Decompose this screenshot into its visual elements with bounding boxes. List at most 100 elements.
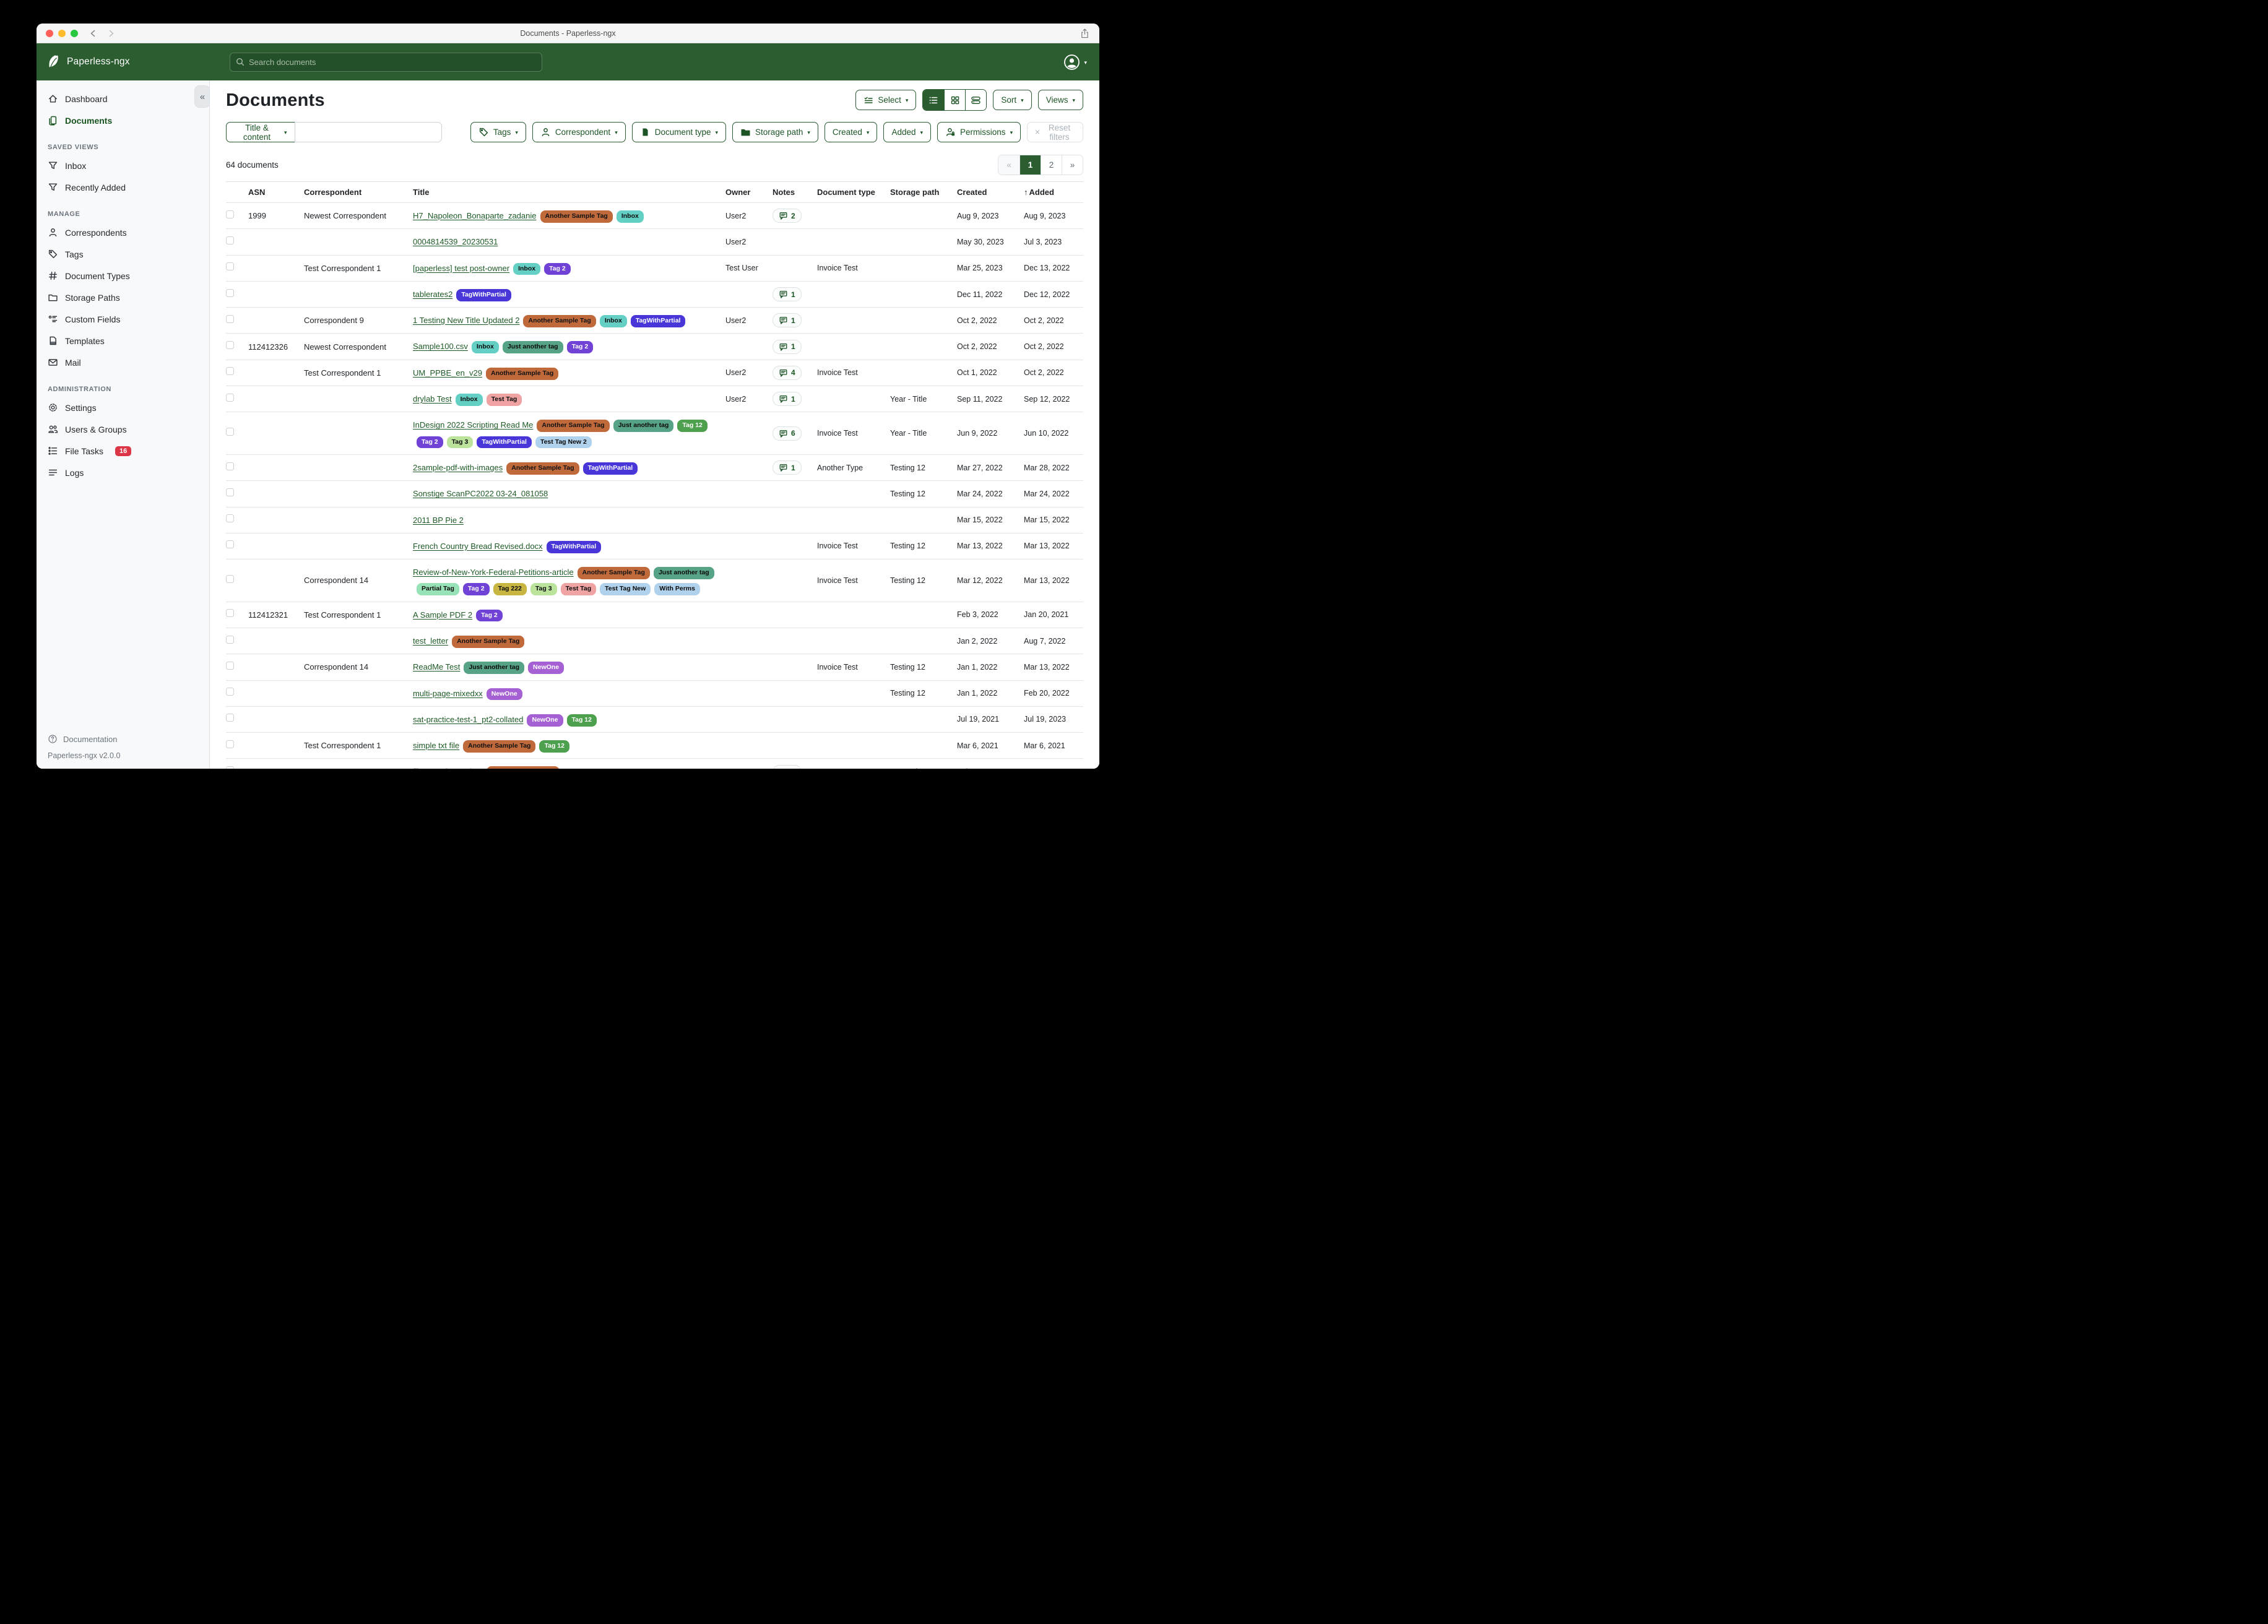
tag-chip[interactable]: Another Sample Tag [506,462,579,475]
cell-doctype[interactable]: Invoice Test [817,542,858,551]
select-button[interactable]: Select ▾ [855,90,917,110]
cell-storage[interactable]: Testing 12 [890,662,925,672]
close-window-button[interactable] [46,29,53,37]
row-checkbox[interactable] [226,341,234,350]
user-menu[interactable]: ▾ [1063,54,1099,71]
sidebar-item-documents[interactable]: Documents [37,110,209,131]
notes-badge[interactable]: 2 [773,209,802,223]
tag-chip[interactable]: Another Sample Tag [487,766,560,769]
tag-chip[interactable]: Inbox [616,210,644,223]
cell-correspondent[interactable]: Newest Correspondent [304,211,386,221]
row-checkbox[interactable] [226,288,234,297]
row-checkbox[interactable] [226,488,234,496]
document-link[interactable]: [paperless] test post-owner [413,263,510,273]
document-link[interactable]: 1 Testing New Title Updated 2 [413,316,520,326]
tag-chip[interactable]: Just another tag [464,662,525,674]
filter-created-button[interactable]: Created ▾ [824,122,878,142]
row-checkbox[interactable] [226,609,234,618]
sidebar-item-logs[interactable]: Logs [37,462,209,483]
tag-chip[interactable]: Another Sample Tag [463,740,536,753]
row-checkbox[interactable] [226,514,234,523]
document-link[interactable]: tablerates2 [413,289,453,299]
document-link[interactable]: file-sample_150kBs [413,767,483,769]
view-list-toggle[interactable] [923,90,945,110]
tag-chip[interactable]: TagWithPartial [477,436,532,449]
tag-chip[interactable]: With Perms [654,583,700,596]
row-checkbox[interactable] [226,210,234,218]
cell-doctype[interactable]: Invoice Test [817,662,858,672]
tag-chip[interactable]: Inbox [455,394,483,406]
row-checkbox[interactable] [226,540,234,549]
documentation-link[interactable]: Documentation [37,729,209,749]
tag-chip[interactable]: Tag 2 [476,609,503,622]
forward-icon[interactable] [107,29,115,38]
tag-chip[interactable]: Another Sample Tag [452,635,525,648]
tag-chip[interactable]: Tag 2 [462,583,490,596]
row-checkbox[interactable] [226,236,234,244]
document-link[interactable]: test_letter [413,636,449,646]
tag-chip[interactable]: TagWithPartial [630,315,686,327]
cell-storage[interactable]: Year - Title [890,394,927,404]
tag-chip[interactable]: Tag 2 [417,436,443,449]
notes-badge[interactable]: 5 [773,764,802,769]
col-created[interactable]: Created [957,188,987,197]
brand[interactable]: Paperless-ngx [37,54,210,69]
tag-chip[interactable]: Tag 12 [566,714,597,727]
row-checkbox[interactable] [226,635,234,644]
tag-chip[interactable]: Partial Tag [417,583,459,596]
sidebar-item-templates[interactable]: Templates [37,330,209,352]
row-checkbox[interactable] [226,766,234,769]
cell-doctype[interactable]: Invoice Test [817,429,858,438]
cell-doctype[interactable]: Invoice Test [817,368,858,378]
tag-chip[interactable]: NewOne [528,662,565,674]
sidebar-collapse-button[interactable]: « [194,85,209,108]
row-checkbox[interactable] [226,740,234,748]
cell-storage[interactable]: Testing 12 [890,489,925,498]
view-cards-toggle[interactable] [965,90,987,110]
tag-chip[interactable]: NewOne [527,714,563,727]
cell-correspondent[interactable]: Newest Correspondent [304,342,386,352]
page-button-2[interactable]: 2 [1041,155,1062,175]
tag-chip[interactable]: TagWithPartial [456,288,511,301]
col-added[interactable]: ↑ Added [1024,188,1054,197]
sidebar-item-mail[interactable]: Mail [37,352,209,373]
query-field-selector[interactable]: Title & content ▾ [226,122,295,142]
row-checkbox[interactable] [226,428,234,436]
tag-chip[interactable]: Tag 2 [566,341,594,354]
col-title[interactable]: Title [413,188,430,197]
query-input[interactable] [294,122,442,142]
sidebar-item-document-types[interactable]: Document Types [37,265,209,287]
tag-chip[interactable]: Inbox [513,262,541,275]
search-input[interactable] [230,52,542,72]
cell-storage[interactable]: Testing 12 [890,463,925,472]
reset-filters-button[interactable]: × Reset filters [1027,122,1083,142]
row-checkbox[interactable] [226,714,234,722]
page-button-«[interactable]: « [998,155,1019,175]
sidebar-item-tags[interactable]: Tags [37,243,209,265]
tag-chip[interactable]: Tag 222 [493,583,527,596]
filter-tags-button[interactable]: Tags ▾ [470,122,526,142]
sidebar-item-dashboard[interactable]: Dashboard [37,88,209,110]
cell-storage[interactable]: Testing 12 [890,576,925,585]
document-link[interactable]: sat-practice-test-1_pt2-collated [413,714,524,724]
notes-badge[interactable]: 1 [773,460,802,475]
tag-chip[interactable]: Inbox [471,341,499,354]
document-link[interactable]: Sample100.csv [413,342,468,352]
row-checkbox[interactable] [226,688,234,696]
page-button-1[interactable]: 1 [1019,155,1041,175]
col-notes[interactable]: Notes [773,188,795,197]
filter-correspondent-button[interactable]: Correspondent ▾ [532,122,626,142]
document-link[interactable]: drylab Test [413,394,452,404]
tag-chip[interactable]: Another Sample Tag [540,210,613,223]
document-link[interactable]: InDesign 2022 Scripting Read Me [413,420,534,430]
col-storage[interactable]: Storage path [890,188,940,197]
tag-chip[interactable]: Test Tag New [600,583,651,596]
minimize-window-button[interactable] [58,29,66,37]
tag-chip[interactable]: Another Sample Tag [523,315,596,327]
cell-correspondent[interactable]: Test Correspondent 1 [304,610,381,620]
views-button[interactable]: Views ▾ [1037,90,1083,110]
notes-badge[interactable]: 4 [773,365,802,380]
tag-chip[interactable]: TagWithPartial [546,540,602,553]
document-link[interactable]: Sonstige ScanPC2022 03-24_081058 [413,489,548,499]
document-link[interactable]: 2011 BP Pie 2 [413,515,464,525]
